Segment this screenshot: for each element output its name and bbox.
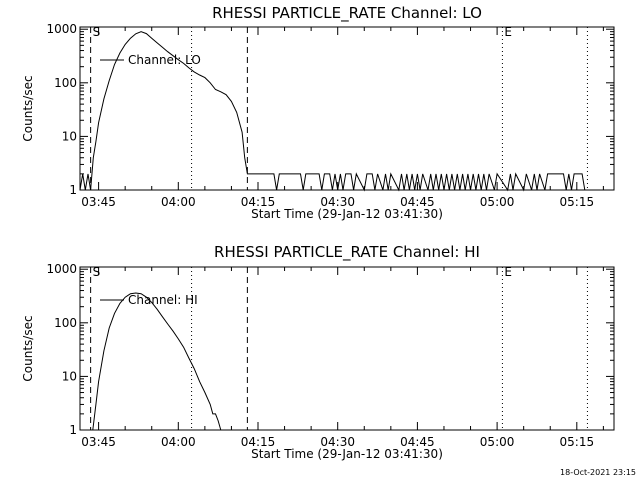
chart-title: RHESSI PARTICLE_RATE Channel: LO <box>212 4 482 23</box>
x-tick-label: 04:00 <box>161 195 196 209</box>
marker-label: S <box>93 25 101 39</box>
x-tick-label: 04:45 <box>400 435 435 449</box>
marker-label: E <box>504 25 512 39</box>
y-tick-label: 100 <box>54 316 77 330</box>
panel-hi-channel: RHESSI PARTICLE_RATE Channel: HI 1 10 100 10… <box>21 243 615 461</box>
x-tick-label: 05:15 <box>560 195 595 209</box>
marker-label: S <box>93 265 101 279</box>
y-tick-label: 100 <box>54 76 77 90</box>
x-tick-label: 04:00 <box>161 435 196 449</box>
plot-frame <box>79 26 615 191</box>
x-tick-label: 04:15 <box>241 195 276 209</box>
marker-label: E <box>504 265 512 279</box>
x-tick-label: 04:30 <box>320 195 355 209</box>
x-tick-label: 04:30 <box>320 435 355 449</box>
y-tick-label: 1000 <box>46 262 77 276</box>
series-line <box>92 292 222 431</box>
y-tick-label: 1000 <box>46 22 77 36</box>
y-tick-label: 1 <box>69 423 77 437</box>
y-tick-label: 1 <box>69 183 77 197</box>
x-tick-label: 05:00 <box>480 195 515 209</box>
x-tick-label: 04:45 <box>400 195 435 209</box>
legend-label: Channel: LO <box>128 53 201 67</box>
chart-title: RHESSI PARTICLE_RATE Channel: HI <box>214 243 480 262</box>
panel-lo-channel: RHESSI PARTICLE_RATE Channel: LO 1 10 100 10… <box>21 4 615 221</box>
y-axis-label: Counts/sec <box>21 75 35 141</box>
y-tick-label: 10 <box>62 129 77 143</box>
x-axis-label: Start Time (29-Jan-12 03:41:30) <box>251 447 443 461</box>
y-tick-label: 10 <box>62 369 77 383</box>
series-line <box>79 31 614 192</box>
x-tick-label: 04:15 <box>241 435 276 449</box>
x-tick-label: 05:15 <box>560 435 595 449</box>
plot-frame <box>79 266 615 431</box>
x-tick-label: 03:45 <box>81 195 116 209</box>
y-axis-label: Counts/sec <box>21 315 35 381</box>
x-tick-label: 03:45 <box>81 435 116 449</box>
footer-timestamp: 18-Oct-2021 23:15 <box>560 468 636 477</box>
x-tick-label: 05:00 <box>480 435 515 449</box>
legend-label: Channel: HI <box>128 293 198 307</box>
x-axis-label: Start Time (29-Jan-12 03:41:30) <box>251 207 443 221</box>
